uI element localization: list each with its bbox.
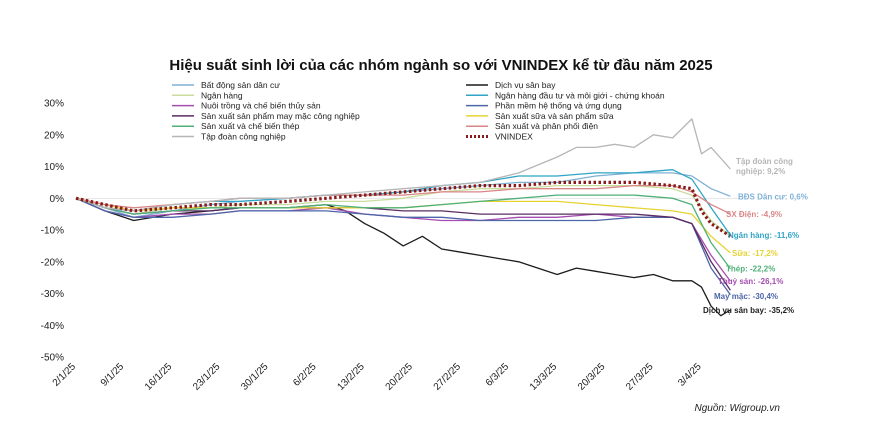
series-end-label: Ngân hàng: -11,6%: [728, 231, 799, 240]
legend-entry: Ngân hàng: [201, 90, 243, 100]
series-end-label: Thuỷ sản: -26,1%: [718, 277, 783, 286]
legend-entry: Bất động sản dân cư: [201, 80, 280, 90]
legend-entry: Nuôi trồng và chế biến thủy sản: [201, 101, 321, 111]
series-end-label: BĐS Dân cư: 0,6%: [738, 192, 808, 201]
y-tick-label: -20%: [41, 257, 64, 268]
x-tick-label: 13/2/25: [335, 361, 367, 393]
series-line: [75, 197, 731, 291]
x-tick-label: 23/1/25: [191, 361, 223, 393]
series-line: [75, 118, 731, 212]
x-tick-label: 13/3/25: [528, 361, 560, 393]
legend-entry: Tập đoàn công nghiệp: [201, 132, 286, 142]
series-line: [75, 180, 732, 238]
y-tick-label: 0%: [50, 194, 65, 205]
x-tick-label: 9/1/25: [99, 361, 127, 389]
y-tick-label: -30%: [41, 289, 64, 300]
series-line: [75, 197, 731, 317]
x-tick-label: 6/3/25: [484, 361, 512, 389]
series-end-label: Thép: -22,2%: [726, 265, 775, 274]
series-line: [75, 197, 731, 254]
series-end-label-line: Tập đoàn công: [736, 157, 793, 166]
x-tick-label: 27/2/25: [432, 361, 464, 393]
chart-title: Hiệu suất sinh lời của các nhóm ngành so…: [169, 57, 712, 74]
series-end-label: May mặc: -30,4%: [714, 292, 778, 301]
y-tick-label: -10%: [41, 226, 64, 237]
series-end-label: Dịch vụ sân bay: -35,2%: [703, 306, 794, 315]
legend-entry: Sản xuất sữa và sản phẩm sữa: [495, 111, 614, 121]
series-end-label: SX Điện: -4,9%: [726, 210, 782, 219]
y-tick-label: -50%: [41, 353, 64, 364]
series-end-label: Sữa: -17,2%: [732, 249, 778, 258]
x-axis: 2/1/25 9/1/25 16/1/25 23/1/25 30/1/25 6/2/25 1…: [51, 361, 704, 393]
x-tick-label: 3/4/25: [676, 361, 704, 389]
legend-entry: Sản xuất và phân phối điện: [495, 121, 598, 131]
legend-entry: Dịch vụ sân bay: [495, 80, 556, 90]
x-tick-label: 2/1/25: [51, 361, 79, 389]
legend-entry: Ngân hàng đầu tư và môi giới - chứng kho…: [495, 90, 665, 100]
legend-entry: VNINDEX: [495, 132, 533, 142]
x-tick-label: 6/2/25: [291, 361, 319, 389]
legend-entry: Phần mềm hệ thống và ứng dụng: [495, 101, 622, 111]
x-tick-label: 27/3/25: [624, 361, 656, 393]
y-axis: 30% 20% 10% 0% -10% -20% -30% -40% -50%: [41, 99, 64, 364]
x-tick-label: 20/2/25: [384, 361, 416, 393]
series-end-label-line: nghiệp: 9,2%: [736, 167, 785, 176]
legend-entry: Sản xuất sản phẩm may mặc công nghiệp: [201, 111, 360, 121]
y-tick-label: -40%: [41, 321, 64, 332]
y-tick-label: 10%: [44, 162, 64, 173]
y-tick-label: 30%: [44, 99, 64, 110]
series-layer: [75, 118, 740, 317]
legend-entry: Sản xuất và chế biến thép: [201, 121, 300, 131]
series-line: [75, 194, 731, 270]
y-tick-label: 20%: [44, 130, 64, 141]
series-end-label: Tập đoàn công nghiệp: 9,2%: [736, 157, 793, 176]
x-tick-label: 30/1/25: [239, 361, 271, 393]
source-note: Nguồn: Wigroup.vn: [694, 402, 780, 414]
x-tick-label: 16/1/25: [143, 361, 175, 393]
x-tick-label: 20/3/25: [576, 361, 608, 393]
series-line: [75, 184, 731, 215]
end-labels: BĐS Dân cư: 0,6% Dịch vụ sân bay: -35,2% N…: [703, 157, 808, 315]
series-line: [75, 169, 731, 236]
